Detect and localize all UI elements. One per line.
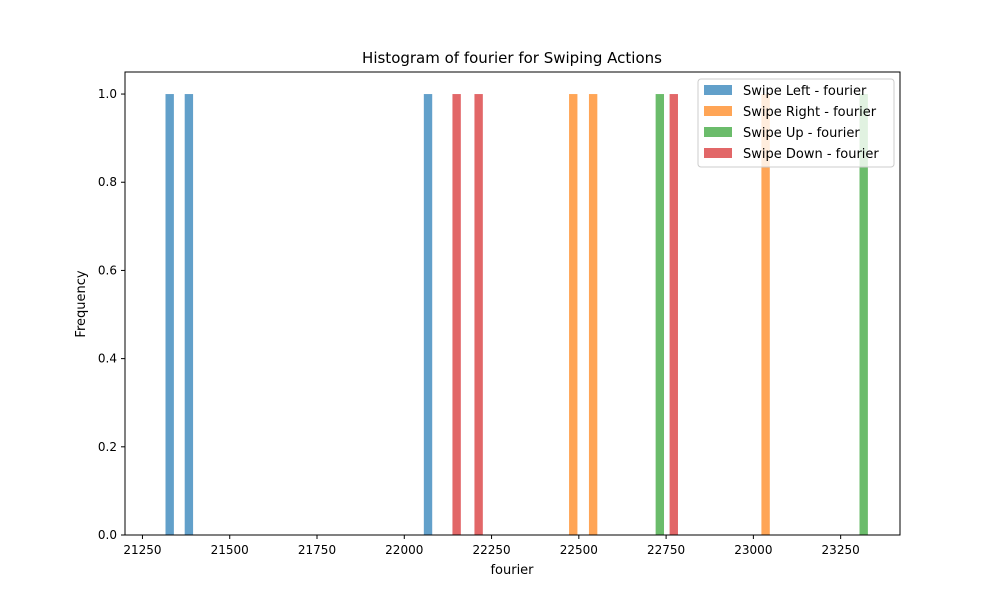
histogram-bar [655, 94, 665, 536]
bars-group [165, 94, 868, 536]
y-tick-label: 0.4 [98, 352, 117, 366]
histogram-bar [165, 94, 174, 536]
legend-swatch [704, 127, 732, 137]
legend-label: Swipe Down - fourier [743, 147, 879, 162]
y-axis-ticks: 0.0 0.2 0.4 0.6 0.8 1.0 [98, 87, 125, 542]
histogram-bar [588, 94, 598, 536]
histogram-bar [474, 94, 483, 536]
x-axis-label: fourier [490, 563, 534, 578]
histogram-bar [452, 94, 461, 536]
x-tick-label: 22250 [472, 543, 510, 557]
histogram-bar [184, 94, 194, 536]
x-tick-label: 22000 [385, 543, 423, 557]
y-tick-label: 0.2 [98, 440, 117, 454]
legend-box [697, 78, 895, 168]
legend-swatch [704, 106, 732, 116]
histogram-bar [761, 94, 770, 536]
x-axis-ticks: 21250 21500 21750 22000 22250 22500 22750 23000… [123, 535, 860, 557]
plot-frame [124, 71, 901, 536]
histogram-bar [569, 94, 578, 536]
histogram-bar [423, 94, 433, 536]
y-tick-label: 1.0 [98, 87, 117, 101]
y-tick-label: 0.6 [98, 263, 117, 277]
x-tick-label: 23250 [822, 543, 860, 557]
legend-label: Swipe Up - fourier [743, 126, 860, 141]
legend-swatch [704, 148, 732, 158]
x-tick-label: 21500 [211, 543, 249, 557]
chart-title: Histogram of fourier for Swiping Actions [362, 49, 662, 67]
x-tick-label: 21750 [298, 543, 336, 557]
x-tick-label: 23000 [734, 543, 772, 557]
y-axis-label: Frequency [74, 270, 89, 337]
y-tick-label: 0.0 [98, 528, 117, 542]
x-tick-label: 22750 [647, 543, 685, 557]
legend: Swipe Left - fourier Swipe Right - fourie… [697, 78, 895, 168]
x-tick-label: 22500 [560, 543, 598, 557]
legend-swatch [704, 85, 732, 95]
x-tick-label: 21250 [123, 543, 161, 557]
histogram-bar [669, 94, 678, 536]
y-tick-label: 0.8 [98, 175, 117, 189]
legend-label: Swipe Right - fourier [743, 105, 877, 120]
legend-label: Swipe Left - fourier [743, 84, 867, 99]
histogram-bar [859, 94, 868, 536]
